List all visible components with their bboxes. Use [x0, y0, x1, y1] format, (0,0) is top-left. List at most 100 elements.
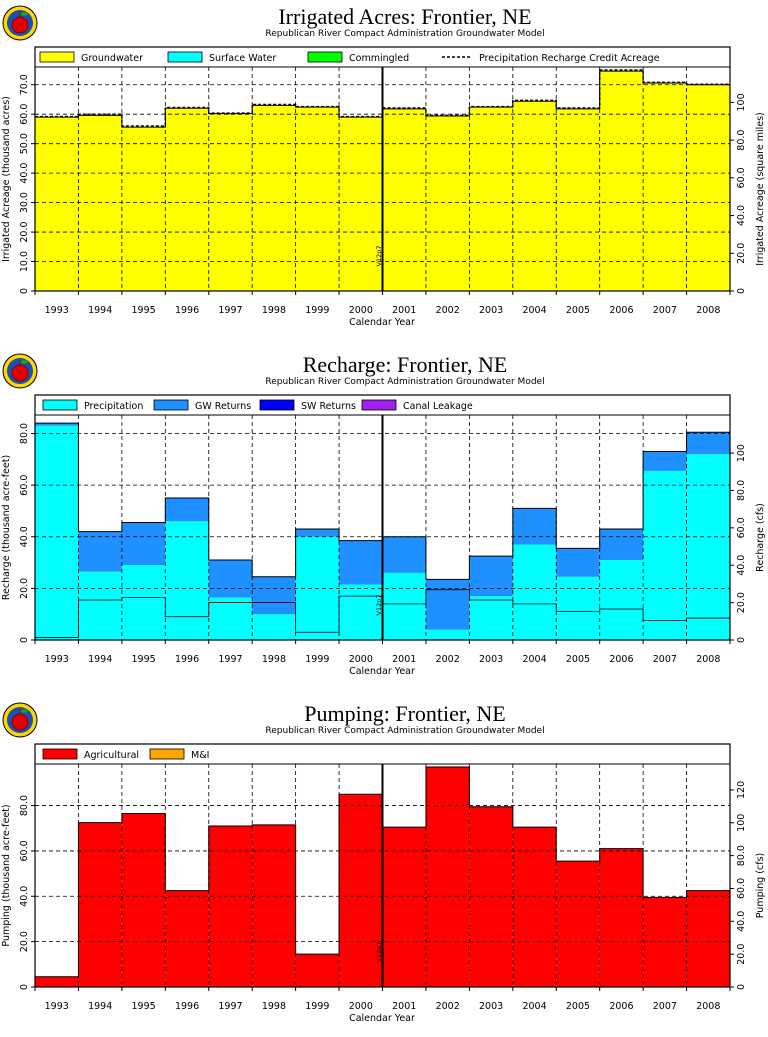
year-label-2000: 2000 [349, 654, 373, 665]
logo-apple [11, 364, 29, 382]
legend-label-0: Agricultural [84, 750, 139, 761]
bar-2008-0 [686, 890, 730, 987]
bar-2007-0 [643, 82, 687, 291]
y2tick-label-1: 20.0 [736, 592, 747, 613]
ytick-label-5: 50.0 [19, 133, 30, 154]
year-label-2005: 2005 [566, 305, 590, 316]
bar-2003-0 [469, 806, 513, 987]
bar-2007-1 [643, 451, 687, 471]
bar-2000-0 [339, 584, 383, 640]
legend-label-2: SW Returns [301, 401, 356, 412]
y2tick-label-0: 0 [736, 288, 747, 294]
x-axis-title: Calendar Year [349, 317, 415, 328]
legend-label-1: M&I [191, 750, 209, 761]
bar-2004-1 [512, 508, 557, 545]
year-label-1999: 1999 [305, 1001, 329, 1012]
year-label-2005: 2005 [566, 1001, 590, 1012]
chart-title: Recharge: Frontier, NE [303, 352, 508, 377]
chart-title: Irrigated Acres: Frontier, NE [278, 4, 531, 29]
y2tick-label-2: 40.0 [736, 205, 747, 226]
ytick-label-2: 20.0 [19, 221, 30, 242]
legend-swatch-0 [42, 399, 78, 411]
logo-leaf [20, 360, 28, 364]
year-label-2004: 2004 [522, 654, 546, 665]
year-label-2007: 2007 [653, 654, 677, 665]
bar-2001-1 [382, 536, 426, 573]
irrigated-acres-panel: Irrigated Acres: Frontier, NE Republican … [0, 0, 768, 340]
bar-1999-0 [295, 954, 340, 987]
bar-1997-1 [208, 559, 253, 598]
recharge-panel: Recharge: Frontier, NE Republican River C… [0, 348, 768, 688]
bar-1994-0 [78, 571, 122, 640]
y2tick-label-3: 60.0 [736, 167, 747, 188]
year-label-1996: 1996 [175, 654, 199, 665]
year-label-2008: 2008 [696, 305, 720, 316]
bar-1997-0 [208, 597, 253, 640]
bar-1994-0 [78, 822, 122, 987]
bar-2002-0 [425, 115, 470, 291]
legend-label-0: Precipitation [84, 401, 143, 412]
bar-1996-1 [165, 498, 209, 522]
year-label-1994: 1994 [88, 305, 112, 316]
legend-swatch-0 [42, 748, 78, 760]
year-label-1999: 1999 [305, 654, 329, 665]
y2tick-label-4: 80.0 [736, 845, 747, 866]
year-label-2002: 2002 [436, 305, 460, 316]
bar-2005-0 [556, 108, 600, 292]
bar-2006-0 [599, 848, 644, 987]
y2tick-label-5: 100 [736, 93, 747, 111]
bar-1999-0 [295, 107, 340, 292]
year-label-1998: 1998 [262, 654, 286, 665]
bar-1998-0 [252, 824, 296, 987]
y2tick-label-6: 120 [736, 781, 747, 799]
ytick-label-6: 60.0 [19, 104, 30, 125]
year-label-2000: 2000 [349, 305, 373, 316]
bar-2006-1 [599, 529, 644, 560]
y-axis-title: Recharge (thousand acre-feet) [1, 455, 12, 600]
apple-logo-icon [2, 702, 38, 738]
x-axis-title: Calendar Year [349, 666, 415, 677]
y2-axis-title: Recharge (cfs) [755, 503, 766, 572]
year-label-2003: 2003 [479, 654, 503, 665]
y2-axis-title: Irrigated Acreage (square miles) [755, 112, 766, 266]
bar-2005-0 [556, 861, 600, 987]
ytick-label-1: 20.0 [19, 578, 30, 599]
bar-2005-0 [556, 576, 600, 640]
bar-2003-0 [469, 107, 513, 292]
year-label-1997: 1997 [218, 305, 242, 316]
bar-2008-0 [686, 454, 730, 640]
legend-swatch-2 [259, 399, 295, 411]
ytick-label-3: 60.0 [19, 475, 30, 496]
bar-2001-0 [382, 572, 426, 640]
year-label-1998: 1998 [262, 305, 286, 316]
y2tick-label-1: 20.0 [736, 243, 747, 264]
logo-leaf [20, 12, 28, 16]
bar-1993-1 [35, 423, 79, 426]
year-label-1997: 1997 [218, 1001, 242, 1012]
legend-label-line: Precipitation Recharge Credit Acreage [479, 53, 660, 64]
legend-label-2: Commingled [349, 53, 409, 64]
bar-1995-0 [121, 813, 166, 987]
bar-2000-0 [339, 117, 383, 291]
legend-swatch-1 [149, 748, 185, 760]
bar-2008-1 [686, 432, 730, 455]
model-version-label: V12p7 [375, 595, 383, 616]
ytick-label-0: 0 [19, 637, 30, 643]
year-label-1997: 1997 [218, 654, 242, 665]
logo-stem [19, 359, 22, 366]
y2tick-label-3: 60.0 [736, 878, 747, 899]
chart-subtitle: Republican River Compact Administration … [265, 726, 544, 736]
bar-2003-0 [469, 596, 513, 640]
year-label-2001: 2001 [392, 1001, 416, 1012]
year-label-1993: 1993 [45, 1001, 69, 1012]
bar-2001-0 [382, 827, 426, 987]
ytick-label-0: 0 [19, 288, 30, 294]
bar-1996-0 [165, 890, 209, 987]
chart-subtitle: Republican River Compact Administration … [265, 29, 544, 39]
logo-stem [19, 708, 22, 715]
bar-1995-0 [121, 127, 166, 291]
year-label-2007: 2007 [653, 1001, 677, 1012]
logo-leaf [20, 709, 28, 713]
apple-logo-icon [2, 5, 38, 41]
